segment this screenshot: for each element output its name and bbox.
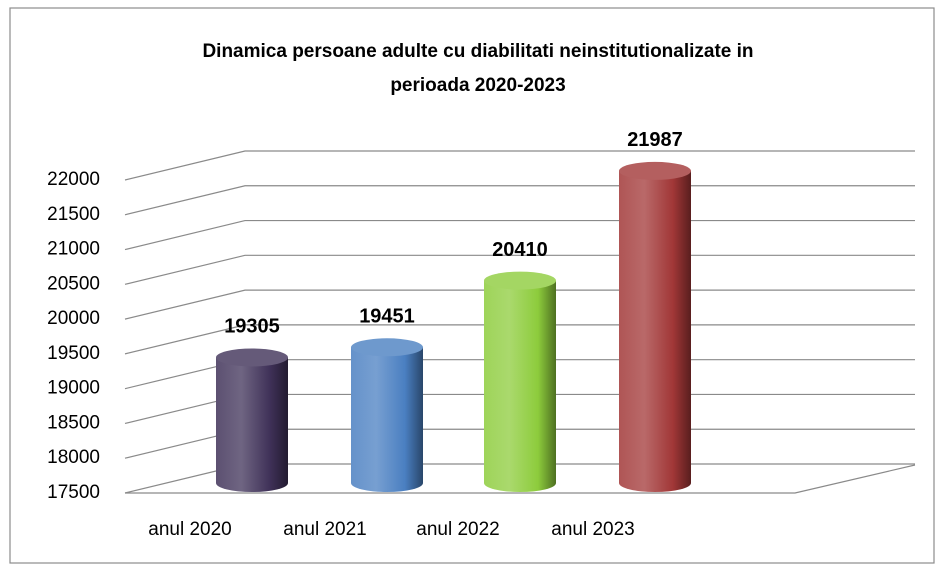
y-tick-label: 20500	[47, 273, 100, 294]
y-tick-label: 17500	[47, 482, 100, 503]
grid-line	[124, 185, 915, 216]
y-tick-label: 19000	[47, 378, 100, 399]
bar	[351, 338, 423, 492]
data-label: 19305	[224, 316, 280, 338]
floor	[125, 464, 916, 494]
bar	[484, 271, 556, 492]
bar-body	[484, 280, 556, 492]
bar-body	[351, 347, 423, 492]
bar-top	[351, 338, 423, 357]
y-tick-label: 21500	[47, 204, 100, 225]
grid-line	[124, 150, 915, 181]
bar-top	[484, 271, 556, 290]
y-tick-label: 18000	[47, 447, 100, 468]
x-tick-label: anul 2022	[416, 519, 499, 540]
bar	[619, 161, 691, 492]
chart-title: perioada 2020-2023	[390, 75, 565, 96]
data-label: 19451	[359, 306, 415, 328]
y-tick-label: 18500	[47, 412, 100, 433]
x-tick-label: anul 2023	[551, 519, 634, 540]
y-tick-label: 20000	[47, 308, 100, 329]
grid-line	[124, 254, 915, 285]
bar	[216, 348, 288, 492]
bar-body	[216, 357, 288, 492]
data-label: 20410	[492, 239, 548, 261]
bar-body	[619, 170, 691, 492]
x-tick-label: anul 2021	[283, 519, 366, 540]
grid-line	[124, 219, 915, 251]
y-tick-label: 21000	[47, 239, 100, 260]
y-tick-label: 19500	[47, 343, 100, 364]
grid-line	[124, 324, 915, 355]
data-label: 21987	[627, 129, 683, 151]
x-tick-label: anul 2020	[148, 519, 231, 540]
y-tick-label: 22000	[47, 169, 100, 190]
bar-top	[216, 348, 288, 367]
chart-frame	[9, 7, 935, 564]
bar-top	[619, 161, 691, 180]
grid-line	[124, 289, 915, 320]
chart-title: Dinamica persoane adulte cu diabilitati …	[202, 41, 753, 62]
